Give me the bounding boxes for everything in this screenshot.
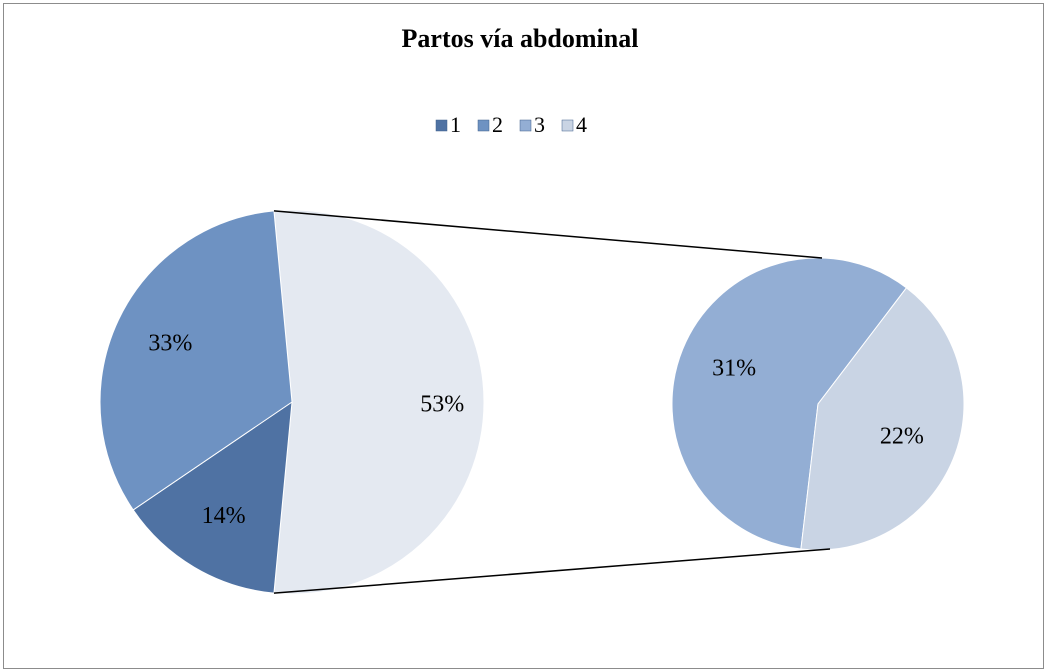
legend-label: 4 — [576, 112, 587, 137]
data-label: 33% — [148, 330, 192, 356]
legend-label: 1 — [450, 112, 461, 137]
legend-swatch — [519, 119, 532, 132]
pie-slice — [132, 400, 293, 594]
pie-slice — [273, 209, 485, 595]
legend-label: 2 — [492, 112, 503, 137]
legend-swatch — [435, 119, 448, 132]
legend-label: 3 — [534, 112, 545, 137]
legend-swatch — [561, 119, 574, 132]
data-label: 31% — [712, 356, 756, 382]
legend-swatch — [477, 119, 490, 132]
pie-slice — [99, 210, 293, 511]
pie-slice — [800, 287, 965, 551]
connector-line — [273, 210, 823, 259]
pie-slice — [671, 257, 908, 550]
data-label: 14% — [202, 503, 246, 529]
connector-line — [273, 548, 831, 594]
chart-title: Partos vía abdominal — [402, 24, 639, 53]
data-label: 53% — [420, 392, 464, 418]
data-label: 22% — [880, 423, 924, 449]
